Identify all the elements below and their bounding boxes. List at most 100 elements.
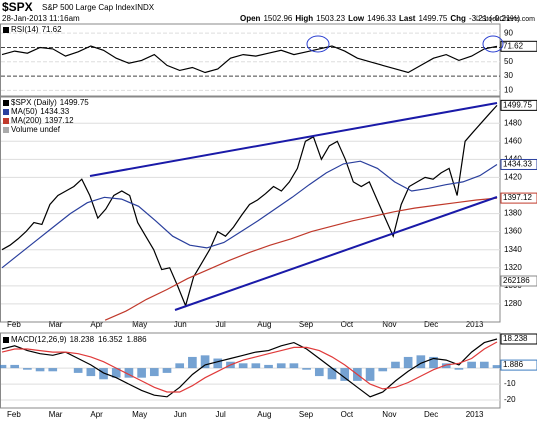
value-tag-label: 18.238 <box>503 334 528 343</box>
y-tick-label: 1480 <box>504 118 522 127</box>
x-tick-label: Nov <box>382 320 396 329</box>
value-tag <box>500 158 537 170</box>
value-tag <box>500 40 537 52</box>
histogram-bar <box>23 368 32 370</box>
x-tick-label: Jul <box>216 410 226 419</box>
y-tick-label: 1280 <box>504 299 522 308</box>
histogram-bar <box>467 361 476 369</box>
y-tick-label: 10 <box>504 86 513 95</box>
histogram-bar <box>137 368 146 378</box>
x-tick-label: May <box>132 410 147 419</box>
histogram-bar <box>429 356 438 369</box>
value-tag-label: 1499.75 <box>503 100 532 109</box>
series-line <box>1 104 498 308</box>
histogram-bar <box>441 363 451 369</box>
x-tick-label: Feb <box>7 410 21 419</box>
y-tick-label: 1380 <box>504 209 522 218</box>
x-tick-label: Sep <box>299 320 314 329</box>
histogram-bar <box>378 368 388 372</box>
histogram-bar <box>99 368 108 380</box>
histogram-bar <box>48 368 58 372</box>
trend-line <box>174 196 498 311</box>
histogram-bar <box>391 361 400 369</box>
x-tick-label: Dec <box>424 410 438 419</box>
legend-name: RSI(14) <box>11 25 39 34</box>
x-tick-label: Jun <box>174 320 187 329</box>
x-tick-label: Apr <box>90 410 103 419</box>
symbol: $SPX <box>2 0 33 14</box>
histogram-bar <box>302 368 311 370</box>
histogram-bar <box>454 368 464 370</box>
index-name: S&P 500 Large Cap Index <box>42 3 135 12</box>
histogram-bar <box>73 368 83 373</box>
legend-reading: 16.352 <box>98 335 123 344</box>
panel-frame <box>0 96 501 323</box>
histogram-bar <box>124 368 134 378</box>
quote-item: Chg <box>450 14 466 23</box>
x-tick-label: Mar <box>49 320 63 329</box>
histogram-bar <box>0 364 7 369</box>
quote-item: High <box>295 14 313 23</box>
highlight-circle <box>306 35 330 53</box>
value-tag-label: 71.62 <box>503 41 524 50</box>
x-tick-label: Aug <box>257 410 271 419</box>
panel-frame <box>0 332 501 409</box>
panel-frame <box>0 23 501 97</box>
x-tick-label: 2013 <box>466 320 484 329</box>
quote-item: Low <box>348 14 365 23</box>
histogram-bar <box>314 368 324 377</box>
legend-name: MA(50) <box>11 107 38 116</box>
legend-swatch <box>3 337 9 343</box>
histogram-bar <box>149 368 159 377</box>
series-line <box>1 160 498 269</box>
timestamp: 28-Jan-2013 11:16am <box>2 14 80 23</box>
series-line <box>1 338 498 398</box>
histogram-bar <box>289 363 299 369</box>
exchange: INDX <box>135 3 155 12</box>
legend-reading: 18.238 <box>70 335 95 344</box>
histogram-bar <box>416 355 426 369</box>
histogram-bar <box>365 368 375 381</box>
quote-item: -3.21 (-0.21%) <box>469 14 520 23</box>
legend-swatch <box>3 127 9 133</box>
series-line <box>1 45 498 74</box>
value-tag <box>500 192 537 204</box>
histogram-bar <box>264 364 273 369</box>
legend-reading: 1499.75 <box>60 98 89 107</box>
histogram-bar <box>35 368 45 372</box>
x-tick-label: Oct <box>341 320 354 329</box>
value-tag <box>500 99 537 111</box>
value-tag-label: 1434.33 <box>503 160 532 169</box>
quote-item: 1496.33 <box>367 14 396 23</box>
legend-reading: 1397.12 <box>45 116 74 125</box>
legend-swatch <box>3 118 9 124</box>
y-tick-label: 1440 <box>504 154 522 163</box>
value-tag <box>500 275 537 287</box>
histogram-bar <box>200 355 210 369</box>
histogram-bar <box>340 368 350 381</box>
x-tick-label: Apr <box>90 320 103 329</box>
y-tick-label: 1420 <box>504 173 522 182</box>
panels: Feb Mar Apr May Jun Jul Aug Sep Oct Nov Dec 2013 Feb… <box>0 23 537 419</box>
histogram-bar <box>162 368 172 373</box>
value-tag <box>500 359 537 371</box>
quote-item: Last <box>399 14 416 23</box>
value-tag-label: 1397.12 <box>503 193 532 202</box>
x-tick-label: Aug <box>257 320 271 329</box>
histogram-bar <box>86 368 96 377</box>
x-tick-label: Mar <box>49 410 63 419</box>
legend-reading: 1.886 <box>127 335 148 344</box>
y-tick-label: 30 <box>504 71 513 80</box>
x-tick-label: Dec <box>424 320 438 329</box>
quote: Open 1502.96 High 1503.23 Low 1496.33 Last 1499… <box>240 14 520 23</box>
y-tick-label: 1360 <box>504 227 522 236</box>
trend-line <box>89 102 498 177</box>
x-tick-label: Sep <box>299 410 314 419</box>
quote-item: 1503.23 <box>316 14 345 23</box>
series-line <box>1 341 498 393</box>
histogram-bar <box>403 356 413 369</box>
histogram-bar <box>188 356 197 369</box>
histogram-bar <box>10 364 20 369</box>
x-tick-label: May <box>132 320 147 329</box>
